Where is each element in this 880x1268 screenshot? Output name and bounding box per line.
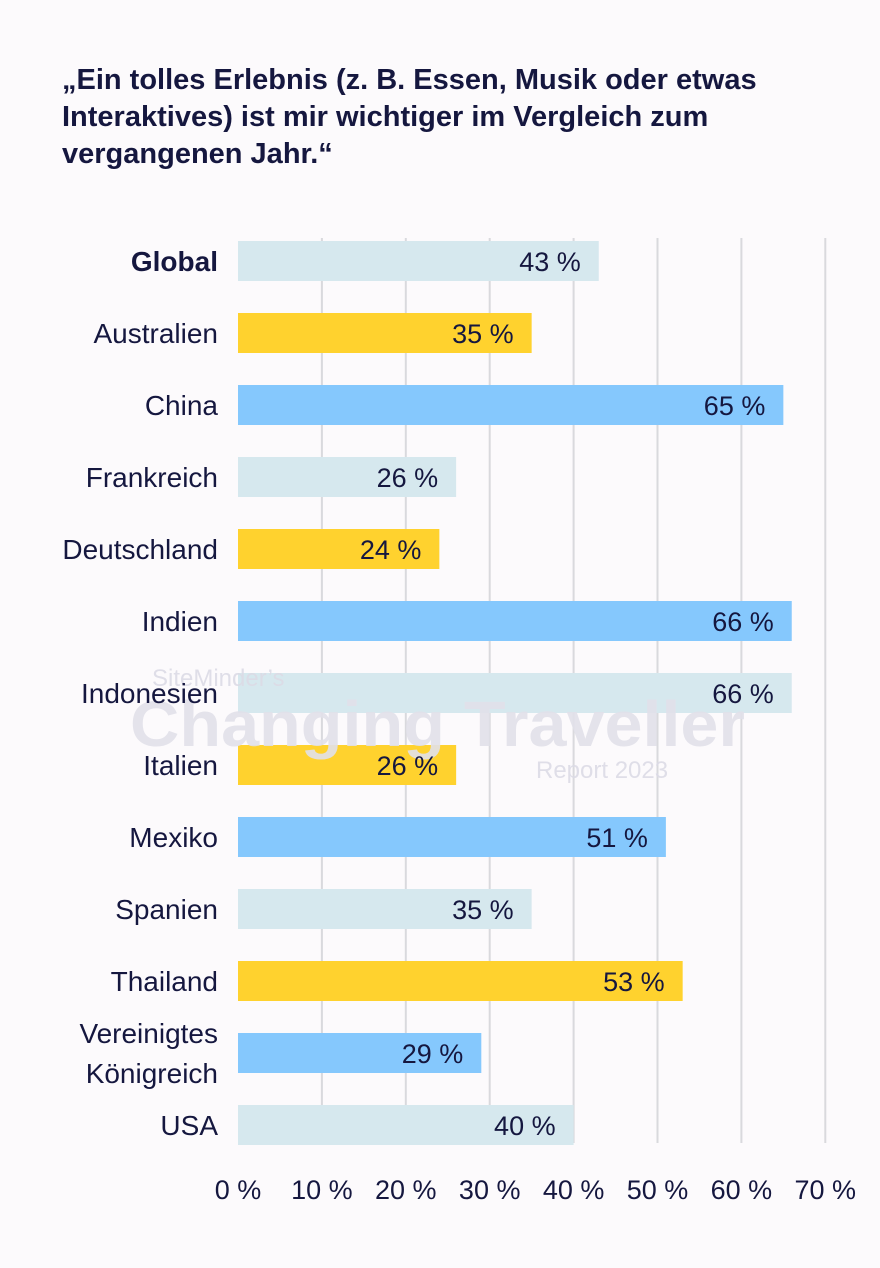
bar-6 xyxy=(238,673,792,713)
bar-8 xyxy=(238,817,666,857)
category-label-2: China xyxy=(145,390,219,421)
category-label-12: USA xyxy=(160,1110,218,1141)
watermark: SiteMinder’s Changing Traveller Report 2… xyxy=(130,665,745,784)
data-label-10: 53 % xyxy=(603,967,665,997)
bar-0 xyxy=(238,241,599,281)
data-label-7: 26 % xyxy=(377,751,439,781)
bar-3 xyxy=(238,457,457,497)
category-label-9: Spanien xyxy=(115,894,218,925)
data-label-11: 29 % xyxy=(402,1039,464,1069)
category-label-10: Thailand xyxy=(111,966,218,997)
bar-12 xyxy=(238,1105,574,1145)
data-label-1: 35 % xyxy=(452,319,514,349)
data-label-9: 35 % xyxy=(452,895,514,925)
x-tick-label-20: 20 % xyxy=(375,1175,437,1205)
x-tick-label-70: 70 % xyxy=(795,1175,857,1205)
bar-7 xyxy=(238,745,457,785)
x-axis-tick-labels: 0 % 10 % 20 % 30 % 40 % 50 % 60 % 70 % xyxy=(215,1175,856,1205)
bar-5 xyxy=(238,601,792,641)
category-label-8: Mexiko xyxy=(129,822,218,853)
bar-2 xyxy=(238,385,784,425)
bar-1 xyxy=(238,313,532,353)
x-tick-label-0: 0 % xyxy=(215,1175,262,1205)
category-label-1: Australien xyxy=(93,318,218,349)
data-label-3: 26 % xyxy=(377,463,439,493)
watermark-line-1: SiteMinder’s xyxy=(152,665,285,692)
bar-10 xyxy=(238,961,683,1001)
data-label-2: 65 % xyxy=(704,391,766,421)
category-label-4: Deutschland xyxy=(62,534,218,565)
x-tick-label-10: 10 % xyxy=(291,1175,353,1205)
category-label-11: Vereinigtes Königreich xyxy=(79,1018,218,1089)
data-label-6: 66 % xyxy=(712,679,774,709)
x-tick-label-60: 60 % xyxy=(711,1175,773,1205)
data-labels: 43 % 35 % 65 % 26 % 24 % 66 % 66 % 26 % 51 % 35 %… xyxy=(360,247,774,1141)
data-label-8: 51 % xyxy=(586,823,648,853)
data-label-4: 24 % xyxy=(360,535,422,565)
category-label-0: Global xyxy=(131,246,218,277)
watermark-line-2: Changing Traveller xyxy=(130,688,745,760)
data-label-0: 43 % xyxy=(519,247,581,277)
category-label-6: Indonesien xyxy=(81,678,218,709)
category-label-3: Frankreich xyxy=(86,462,218,493)
bar-9 xyxy=(238,889,532,929)
bars xyxy=(238,241,792,1145)
category-label-5: Indien xyxy=(142,606,218,637)
watermark-line-3: Report 2023 xyxy=(536,757,668,784)
chart-title: „Ein tolles Erlebnis (z. B. Essen, Musik… xyxy=(62,64,757,170)
x-tick-label-30: 30 % xyxy=(459,1175,521,1205)
data-label-12: 40 % xyxy=(494,1111,556,1141)
bar-4 xyxy=(238,529,440,569)
x-tick-label-40: 40 % xyxy=(543,1175,605,1205)
bar-11 xyxy=(238,1033,482,1073)
x-tick-label-50: 50 % xyxy=(627,1175,689,1205)
data-label-5: 66 % xyxy=(712,607,774,637)
category-label-7: Italien xyxy=(143,750,218,781)
category-labels: Global Australien China Frankreich Deutschla… xyxy=(62,246,218,1141)
